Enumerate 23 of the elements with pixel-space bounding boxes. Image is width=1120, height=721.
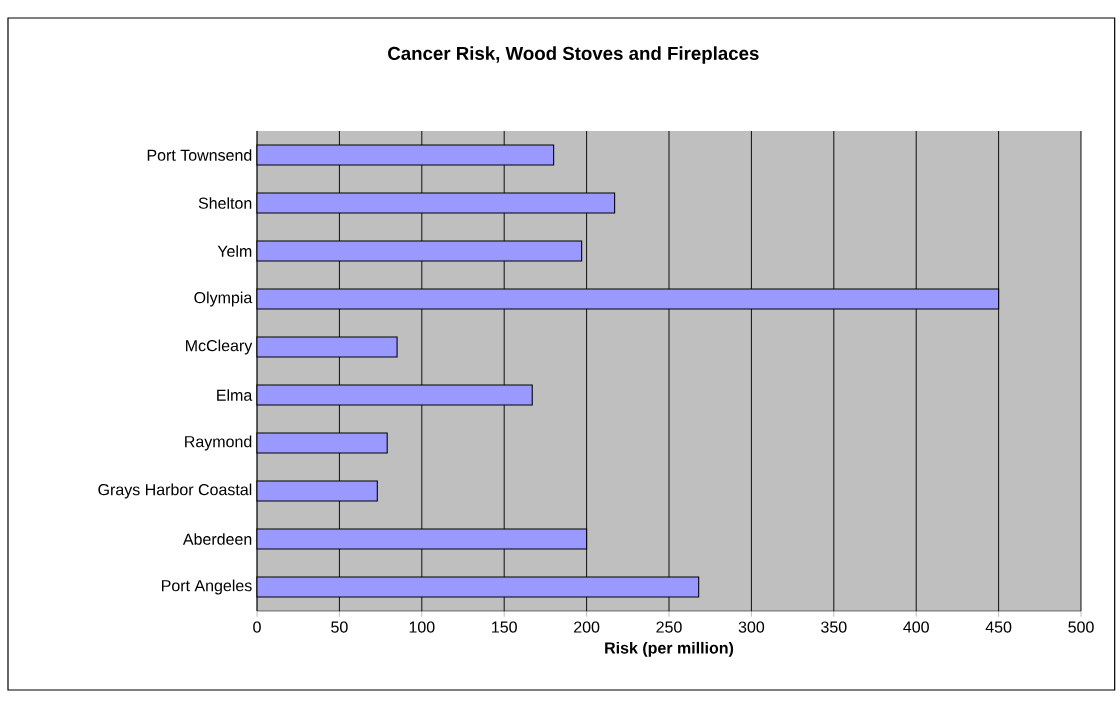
y-tick-label: Raymond: [185, 435, 252, 451]
chart-title: Cancer Risk, Wood Stoves and Fireplaces: [388, 46, 759, 64]
y-tick-label: Shelton: [198, 197, 252, 209]
x-axis-title: Risk (per million): [605, 641, 734, 657]
y-tick-label: Aberdeen: [182, 533, 252, 545]
x-tick-label: 300: [738, 621, 765, 633]
y-tick-label: McCleary: [186, 339, 253, 355]
x-tick-label: 250: [656, 621, 682, 633]
x-tick-label: 0: [253, 621, 261, 633]
y-tick-label: Port Townsend: [147, 149, 252, 161]
x-tick-label: 450: [985, 621, 1012, 633]
x-tick-label: 500: [1068, 621, 1094, 633]
x-tick-label: 200: [574, 621, 600, 633]
x-tick-label: 150: [492, 621, 517, 633]
x-tick-label: 50: [331, 621, 348, 633]
y-tick-label: Elma: [217, 389, 253, 401]
x-tick-label: 350: [821, 621, 847, 633]
y-tick-label: Port Angeles: [162, 579, 252, 595]
x-tick-label: 400: [903, 621, 929, 633]
y-tick-label: Olympia: [194, 291, 253, 307]
y-tick-label: Yelm: [217, 245, 252, 257]
x-tick-label: 100: [409, 621, 435, 633]
y-tick-label: Grays Harbor Coastal: [98, 483, 252, 499]
